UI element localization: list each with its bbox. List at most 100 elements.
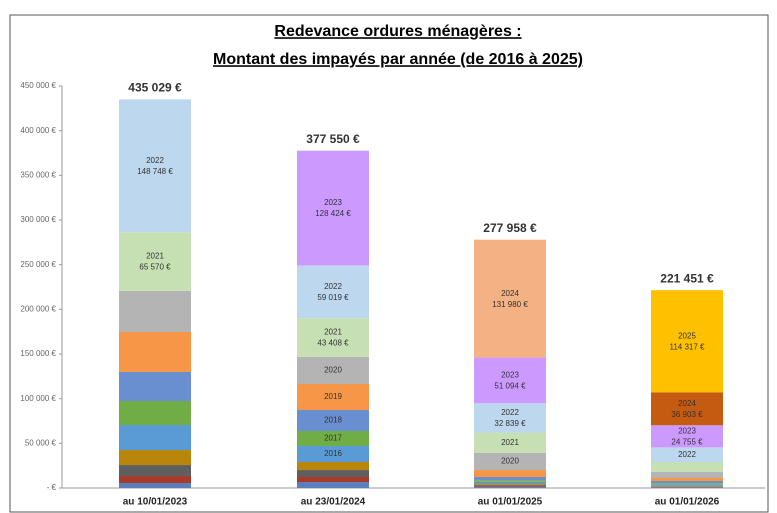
bar-segment	[474, 470, 546, 478]
segment-value-label: 24 755 €	[671, 437, 703, 446]
bar-segment	[119, 232, 191, 291]
segment-value-label: 65 570 €	[139, 263, 171, 272]
segment-year-label: 2023	[678, 426, 696, 435]
segment-year-label: 2024	[501, 289, 519, 298]
segment-value-label: 148 748 €	[137, 167, 173, 176]
y-tick-label: 250 000 €	[20, 260, 56, 269]
bar-segment	[119, 371, 191, 401]
bar-segment	[119, 465, 191, 477]
segment-year-label: 2021	[146, 252, 164, 261]
y-tick-label: 150 000 €	[20, 349, 56, 358]
segment-value-label: 43 408 €	[317, 339, 349, 348]
y-tick-label: 400 000 €	[20, 126, 56, 135]
bar-segment	[297, 150, 369, 266]
bar-segment	[474, 357, 546, 404]
segment-year-label: 2022	[501, 408, 519, 417]
total-label: 435 029 €	[128, 81, 182, 95]
segment-year-label: 2025	[678, 331, 696, 340]
bar-segment	[651, 447, 723, 463]
bar-segment	[651, 487, 723, 488]
segment-year-label: 2023	[324, 198, 342, 207]
bar-segment	[297, 477, 369, 483]
y-tick-label: 200 000 €	[20, 304, 56, 313]
bar-segment	[474, 477, 546, 481]
segment-year-label: 2016	[324, 449, 342, 458]
bar-segment	[651, 290, 723, 393]
segment-year-label: 2020	[501, 457, 519, 466]
segment-value-label: 36 903 €	[671, 410, 703, 419]
segment-year-label: 2021	[501, 438, 519, 447]
x-tick-label: au 23/01/2024	[301, 497, 366, 508]
bar-segment	[119, 450, 191, 466]
segment-value-label: 51 094 €	[494, 382, 526, 391]
bar-segment	[297, 265, 369, 319]
chart-title: Redevance ordures ménagères :	[274, 23, 521, 40]
bar-segment	[474, 403, 546, 433]
bar-segment	[474, 485, 546, 487]
x-tick-label: au 01/01/2026	[655, 497, 720, 508]
bar-segment	[297, 410, 369, 432]
bar-segment	[119, 425, 191, 451]
bar-segment	[651, 484, 723, 486]
segment-year-label: 2024	[678, 399, 696, 408]
segment-value-label: 59 019 €	[317, 293, 349, 302]
bar-segment	[297, 356, 369, 385]
bar-segment	[474, 486, 546, 488]
bar-segment	[651, 462, 723, 473]
segment-value-label: 32 839 €	[494, 419, 526, 428]
segment-year-label: 2018	[324, 416, 342, 425]
total-label: 221 451 €	[660, 271, 714, 285]
bar-segment	[651, 472, 723, 478]
bar-segment	[651, 392, 723, 426]
bar-segment	[651, 483, 723, 485]
y-tick-label: 450 000 €	[20, 81, 56, 90]
total-label: 377 550 €	[306, 132, 360, 146]
y-tick-label: 350 000 €	[20, 170, 56, 179]
bar-segment	[297, 318, 369, 357]
bar-segment	[474, 483, 546, 485]
x-tick-label: au 10/01/2023	[123, 497, 188, 508]
bar-segment	[297, 470, 369, 478]
total-label: 277 958 €	[483, 221, 537, 235]
bar-segment	[297, 446, 369, 463]
bar-segment	[474, 452, 546, 471]
bar-segment	[651, 486, 723, 488]
bar-segment	[297, 462, 369, 471]
bar-segment	[119, 482, 191, 488]
y-tick-label: 100 000 €	[20, 394, 56, 403]
bar-segment	[651, 477, 723, 482]
bar-segment	[119, 332, 191, 372]
bar-segment	[119, 400, 191, 426]
bar-segment	[119, 476, 191, 483]
segment-year-label: 2022	[146, 156, 164, 165]
y-tick-label: - €	[47, 483, 57, 492]
segment-year-label: 2020	[324, 366, 342, 375]
x-tick-label: au 01/01/2025	[478, 497, 543, 508]
segment-value-label: 114 317 €	[670, 342, 706, 351]
bar-segment	[651, 481, 723, 484]
segment-year-label: 2017	[324, 434, 342, 443]
bar-segment	[119, 99, 191, 233]
segment-year-label: 2019	[324, 392, 342, 401]
bar-segment	[474, 484, 546, 486]
segment-year-label: 2022	[324, 282, 342, 291]
y-tick-label: 50 000 €	[25, 438, 57, 447]
bar-segment	[297, 431, 369, 447]
segment-year-label: 2021	[324, 328, 342, 337]
bar-segment	[297, 384, 369, 411]
segment-value-label: 131 980 €	[492, 300, 528, 309]
chart-subtitle: Montant des impayés par année (de 2016 à…	[213, 51, 583, 68]
y-tick-label: 300 000 €	[20, 215, 56, 224]
bar-segment	[119, 290, 191, 333]
bar-segment	[297, 482, 369, 488]
bar-segment	[474, 239, 546, 358]
bar-segment	[651, 486, 723, 487]
bar-segment	[474, 432, 546, 453]
segment-year-label: 2022	[678, 450, 696, 459]
bar-segment	[474, 480, 546, 482]
bar-segment	[474, 481, 546, 484]
bar-segment	[651, 425, 723, 448]
segment-value-label: 128 424 €	[315, 209, 351, 218]
